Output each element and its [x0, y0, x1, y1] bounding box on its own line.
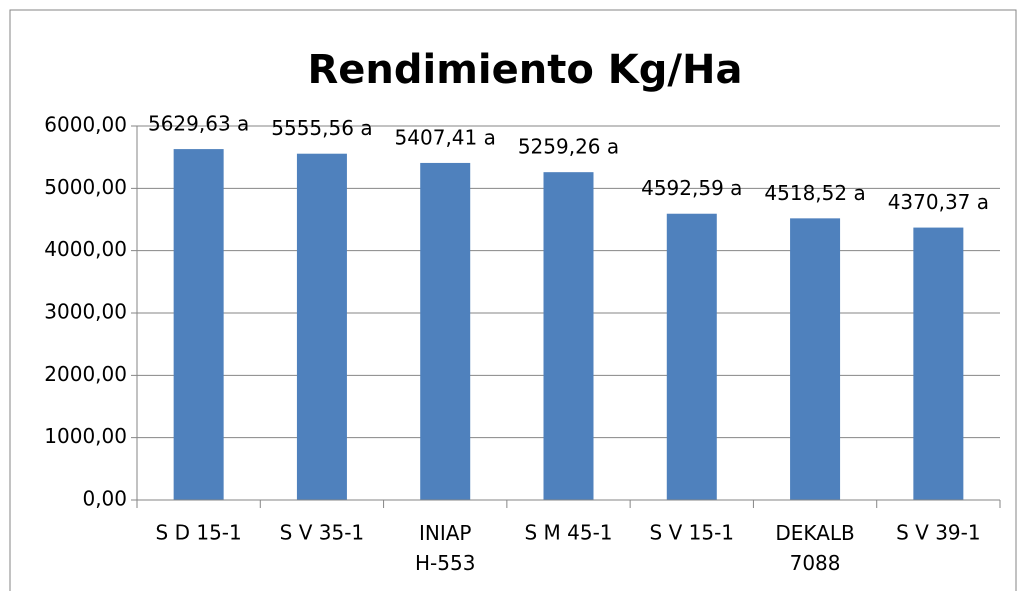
x-tick-label: S V 15-1 — [650, 521, 734, 545]
bar — [173, 149, 224, 500]
y-tick-label: 3000,00 — [44, 300, 127, 324]
x-tick-label: S V 39-1 — [896, 521, 980, 545]
x-tick-label: S D 15-1 — [156, 521, 242, 545]
value-label: 4518,52 a — [764, 181, 865, 205]
y-tick-label: 0,00 — [82, 487, 127, 511]
value-label: 5555,56 a — [271, 116, 372, 140]
value-label: 4592,59 a — [641, 176, 742, 200]
y-tick-label: 5000,00 — [44, 175, 127, 199]
bar — [543, 172, 594, 500]
value-label: 5259,26 a — [518, 135, 619, 159]
bar — [420, 162, 471, 500]
bar — [913, 227, 964, 501]
value-label: 5407,41 a — [395, 125, 496, 149]
x-tick-label: S M 45-1 — [524, 521, 612, 545]
value-label: 4370,37 a — [888, 190, 989, 214]
chart-frame — [9, 9, 1017, 591]
y-tick-label: 1000,00 — [44, 424, 127, 448]
x-tick-label: INIAP H-553 — [415, 521, 475, 575]
bar — [790, 218, 841, 500]
y-tick-label: 2000,00 — [44, 362, 127, 386]
x-tick-label: DEKALB 7088 — [775, 521, 854, 575]
chart-title: Rendimiento Kg/Ha — [308, 47, 743, 93]
bar — [296, 153, 347, 500]
bar — [666, 213, 717, 500]
value-label: 5629,63 a — [148, 112, 249, 136]
y-tick-label: 6000,00 — [44, 113, 127, 137]
x-tick-label: S V 35-1 — [280, 521, 364, 545]
y-tick-label: 4000,00 — [44, 237, 127, 261]
